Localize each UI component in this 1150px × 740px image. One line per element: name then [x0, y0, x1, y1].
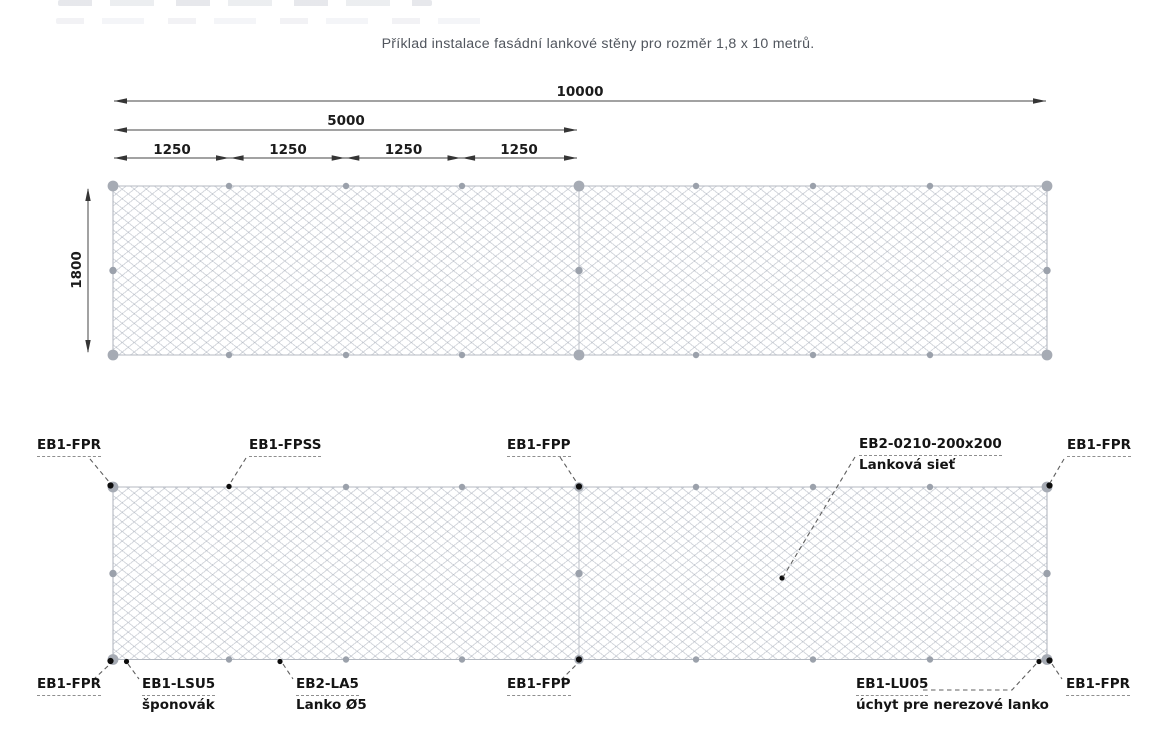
dim-value-segment-1: 1250 — [153, 142, 191, 158]
dim-value-segment-2: 1250 — [269, 142, 307, 158]
label-top-left-anchor: EB1-FPR — [37, 437, 102, 457]
cropped-text-remnant-top — [58, 0, 432, 6]
part-code: EB1-FPP — [507, 676, 571, 696]
label-cable-net: EB2-0210-200x200 Lanková sieť — [859, 436, 1002, 474]
part-code: EB1-FPP — [507, 437, 571, 457]
dim-value-height: 1800 — [69, 251, 85, 289]
label-cable: EB2-LA5 Lanko Ø5 — [296, 676, 367, 714]
dim-value-half-width: 5000 — [327, 113, 365, 129]
label-bottom-right-anchor: EB1-FPR — [1066, 676, 1131, 696]
label-bottom-left-anchor: EB1-FPR — [37, 676, 102, 696]
label-tensioner: EB1-LSU5 šponovák — [142, 676, 216, 714]
leader-lines — [89, 456, 1065, 691]
part-description: úchyt pre nerezové lanko — [856, 697, 1049, 713]
part-code: EB1-LSU5 — [142, 676, 216, 696]
label-top-right-anchor: EB1-FPR — [1067, 437, 1132, 457]
cropped-text-remnant-second — [56, 18, 486, 24]
part-code: EB1-FPR — [37, 437, 102, 457]
part-code: EB2-0210-200x200 — [859, 436, 1002, 456]
label-top-spring: EB1-FPSS — [249, 437, 322, 457]
detail-panel-anchor-dots — [107, 481, 1053, 665]
dim-value-segment-3: 1250 — [384, 142, 423, 158]
detail-panel-reference-points — [107, 482, 1053, 665]
dimension-line-total-width — [114, 98, 1046, 104]
part-code: EB1-LU05 — [856, 676, 929, 696]
part-code: EB1-FPR — [1067, 437, 1132, 457]
part-description: šponovák — [142, 697, 215, 713]
dimension-chain-segments — [114, 155, 577, 161]
part-code: EB2-LA5 — [296, 676, 359, 696]
dimension-line-height — [85, 188, 91, 353]
part-description: Lanková sieť — [859, 457, 956, 473]
part-code: EB1-FPR — [37, 676, 102, 696]
part-description: Lanko Ø5 — [296, 697, 367, 713]
label-top-center-anchor: EB1-FPP — [507, 437, 571, 457]
label-bottom-center-anchor: EB1-FPP — [507, 676, 571, 696]
label-cable-holder: EB1-LU05 úchyt pre nerezové lanko — [856, 676, 1049, 714]
top-panel-anchor-dots — [107, 180, 1053, 361]
part-code: EB1-FPR — [1066, 676, 1131, 696]
diagram-caption: Příklad instalace fasádní lankové stěny … — [381, 36, 815, 52]
dimension-line-half-width — [114, 127, 577, 133]
dim-value-total-width: 10000 — [556, 84, 604, 100]
dim-value-segment-4: 1250 — [500, 142, 538, 158]
part-code: EB1-FPSS — [249, 437, 322, 457]
